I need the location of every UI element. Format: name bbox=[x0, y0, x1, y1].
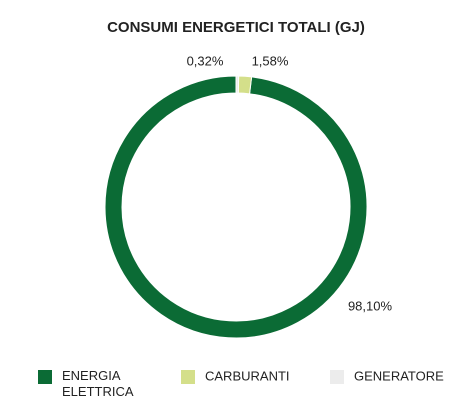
legend-swatch bbox=[38, 370, 52, 384]
pie-slice bbox=[235, 75, 240, 94]
data-label: 0,32% bbox=[187, 53, 224, 68]
legend-label: CARBURANTI bbox=[205, 368, 290, 383]
legend-swatch bbox=[181, 370, 195, 384]
legend-swatch bbox=[330, 370, 344, 384]
data-label: 98,10% bbox=[348, 298, 393, 313]
data-label: 1,58% bbox=[252, 53, 289, 68]
pie-slice bbox=[237, 75, 253, 95]
chart-title: CONSUMI ENERGETICI TOTALI (GJ) bbox=[107, 19, 365, 36]
pie-slice bbox=[104, 75, 368, 339]
legend-label: ENERGIA ELETTRICA bbox=[62, 368, 134, 399]
legend-label: GENERATORE bbox=[354, 368, 444, 383]
